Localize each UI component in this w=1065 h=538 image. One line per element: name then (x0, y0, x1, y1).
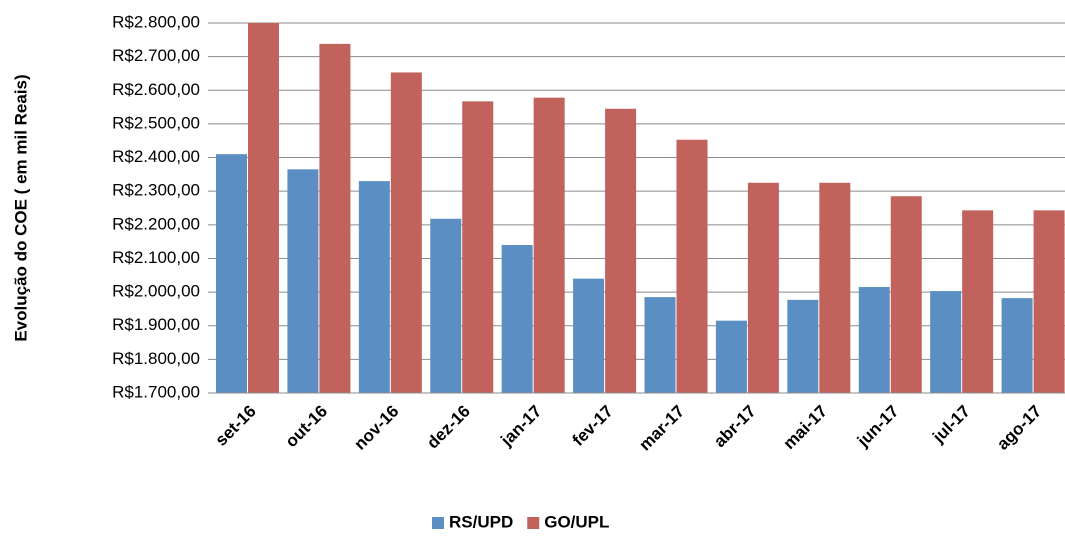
bar (747, 182, 779, 393)
bar (462, 101, 494, 393)
x-tick-label: jan-17 (496, 402, 545, 451)
legend-swatch (527, 517, 540, 529)
bar (676, 139, 708, 393)
legend-label: RS/UPD (449, 512, 513, 531)
bar (858, 287, 890, 393)
y-tick-label: R$2.800,00 (112, 12, 200, 31)
x-tick-label: jul-17 (928, 402, 974, 448)
y-tick-label: R$1.700,00 (112, 382, 200, 401)
bar (319, 43, 351, 393)
y-tick-label: R$2.100,00 (112, 248, 200, 267)
bar (644, 297, 676, 393)
x-tick-label: set-16 (212, 402, 260, 450)
y-tick-label: R$2.200,00 (112, 214, 200, 233)
bar (715, 320, 747, 393)
x-tick-label: fev-17 (569, 402, 617, 450)
y-tick-label: R$1.900,00 (112, 315, 200, 334)
x-tick-label: out-16 (282, 402, 331, 451)
x-tick-label: mar-17 (635, 402, 688, 455)
bar (1033, 210, 1065, 393)
y-tick-label: R$2.500,00 (112, 113, 200, 132)
bar (605, 108, 637, 393)
bar (962, 210, 994, 393)
x-tick-label: dez-16 (423, 402, 474, 453)
bar (390, 72, 422, 393)
y-tick-label: R$2.300,00 (112, 181, 200, 200)
y-tick-label: R$2.400,00 (112, 147, 200, 166)
x-tick-label: mai-17 (780, 402, 832, 454)
y-axis-label: Evolução do COE ( em mil Reais) (11, 74, 30, 341)
bar (930, 291, 962, 393)
bar (216, 154, 247, 393)
x-tick-label: abr-17 (710, 402, 760, 452)
bar (358, 181, 390, 393)
bar (501, 245, 533, 393)
bar (287, 169, 319, 393)
bar (430, 218, 462, 393)
x-tick-label: ago-17 (993, 402, 1045, 454)
y-tick-label: R$1.800,00 (112, 349, 200, 368)
legend-swatch (432, 517, 444, 529)
bar (533, 97, 565, 393)
legend-label: GO/UPL (544, 512, 609, 531)
y-tick-label: R$2.000,00 (112, 282, 200, 301)
bar (819, 182, 851, 393)
bar (787, 299, 819, 393)
bar (248, 23, 279, 393)
y-tick-label: R$2.700,00 (112, 46, 200, 65)
x-tick-label: jun-17 (853, 402, 903, 452)
bar (1001, 298, 1033, 393)
bar (890, 196, 922, 393)
x-tick-label: nov-16 (350, 402, 402, 454)
bar (573, 278, 605, 393)
y-tick-label: R$2.600,00 (112, 80, 200, 99)
